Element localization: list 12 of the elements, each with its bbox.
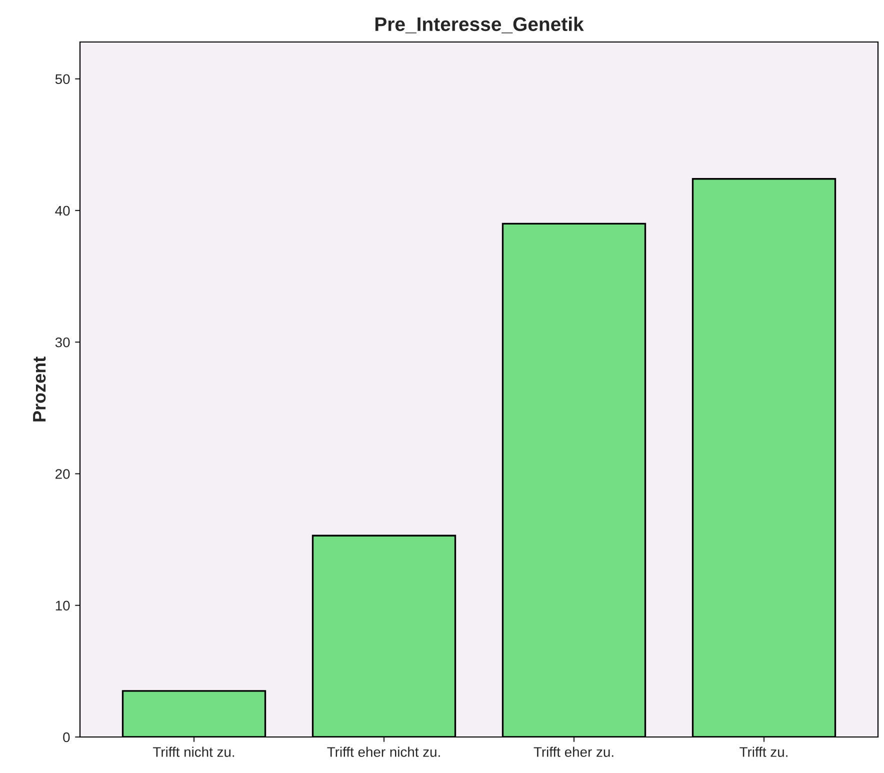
y-tick-label: 40 <box>55 206 70 216</box>
x-tick-label: Trifft nicht zu. <box>153 746 234 757</box>
x-tick-label: Trifft eher zu. <box>534 746 614 757</box>
x-tick-label: Trifft zu. <box>740 746 788 757</box>
y-tick-label: 50 <box>55 74 70 84</box>
y-tick-label: 30 <box>55 337 70 348</box>
y-tick-label: 20 <box>56 469 70 479</box>
y-axis-title: Prozent <box>33 356 46 422</box>
chart-title: Pre_Interesse_Genetik <box>375 16 584 34</box>
y-tick-label: 10 <box>56 600 70 611</box>
y-tick-label: 0 <box>63 732 70 742</box>
x-tick-label: Trifft eher nicht zu. <box>327 746 440 757</box>
